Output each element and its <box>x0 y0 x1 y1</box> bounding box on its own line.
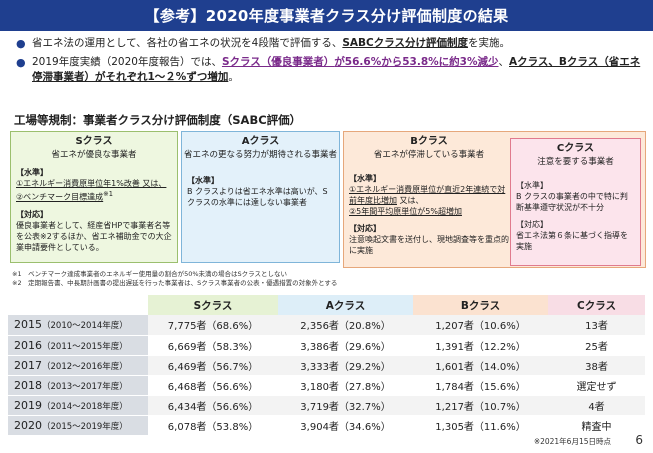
table-cell-year: 2016（2011～2015年度） <box>8 335 148 356</box>
table-row: 2015（2010～2014年度） 7,775者（68.6%） 2,356者（2… <box>8 315 645 336</box>
footnote-2: ※2 定期報告書、中長期計画書の提出遅延を行った事業者は、Sクラス事業者の公表・… <box>12 279 338 287</box>
table-cell: 6,078者（53.8%） <box>148 415 278 436</box>
table-cell: 4者 <box>548 395 645 416</box>
table-cell-year: 2015（2010～2014年度） <box>8 315 148 336</box>
panel-requirement: 【水準】 B クラスの事業者の中で特に判断基準遵守状況が不十分 <box>516 181 628 212</box>
table-header-row: Sクラス Aクラス Bクラス Cクラス <box>8 295 645 315</box>
table-cell: 精査中 <box>548 415 645 436</box>
table-cell-year: 2018（2013～2017年度） <box>8 375 148 396</box>
table-row: 2019（2014～2018年度） 6,434者（56.6%） 3,719者（3… <box>8 395 645 416</box>
bullet-dot-icon: ● <box>16 56 26 69</box>
table-cell-year: 2020（2015～2019年度） <box>8 415 148 436</box>
table-cell: 3,904者（34.6%） <box>278 415 413 436</box>
table-cell: 1,217者（10.7%） <box>413 395 548 416</box>
table-cell: 1,391者（12.2%） <box>413 335 548 356</box>
bullet-item: ● 省エネ法の運用として、各社の省エネの状況を4段階で評価する、SABCクラス分… <box>14 36 644 51</box>
table-header-year <box>8 295 148 315</box>
panel-description: 省エネが優良な事業者 <box>51 150 137 160</box>
table-cell-year: 2017（2012～2016年度） <box>8 355 148 376</box>
table-cell: 6,434者（56.6%） <box>148 395 278 416</box>
table-row: 2016（2011～2015年度） 6,669者（58.3%） 3,386者（2… <box>8 335 645 356</box>
bullet-list: ● 省エネ法の運用として、各社の省エネの状況を4段階で評価する、SABCクラス分… <box>14 36 644 89</box>
table-row: 2018（2013～2017年度） 6,468者（56.6%） 3,180者（2… <box>8 375 645 396</box>
table-cell: 13者 <box>548 315 645 336</box>
panel-requirement: 【水準】 B クラスよりは省エネ水準は高いが、Sクラスの水準には達しない事業者 <box>187 176 328 207</box>
panel-s-class: Sクラス 省エネが優良な事業者 【水準】 ①エネルギー消費原単位年1%改善 又は… <box>10 131 178 263</box>
table-header-s: Sクラス <box>148 295 278 315</box>
footnote-1: ※1 ベンチマーク達成事業者のエネルギー使用量の割合が50%未満の場合はSクラス… <box>12 270 288 278</box>
table-cell: 7,775者（68.6%） <box>148 315 278 336</box>
panel-heading: Aクラス <box>241 136 280 147</box>
date-footnote: ※2021年6月15日時点 <box>533 437 611 446</box>
panel-heading: Bクラス <box>410 136 448 147</box>
table-cell: 6,468者（56.6%） <box>148 375 278 396</box>
table-cell: 1,784者（15.6%） <box>413 375 548 396</box>
panel-requirement: 【水準】 ①エネルギー消費原単位が直近2年連続で対前年度比増加 又は、 ②5年間… <box>349 174 506 216</box>
table-cell: 3,333者（29.2%） <box>278 355 413 376</box>
table-row: 2017（2012～2016年度） 6,469者（56.7%） 3,333者（2… <box>8 355 645 376</box>
panel-requirement: 【水準】 ①エネルギー消費原単位年1%改善 又は、 ②ベンチマーク目標達成※1 <box>16 168 167 202</box>
panel-action: 【対応】 省エネ法第６条に基づく指導を実施 <box>516 220 628 251</box>
table-cell: 38者 <box>548 355 645 376</box>
table-cell: 1,305者（11.6%） <box>413 415 548 436</box>
table-cell: 1,207者（10.6%） <box>413 315 548 336</box>
footnotes: ※1 ベンチマーク達成事業者のエネルギー使用量の割合が50%未満の場合はSクラス… <box>12 270 337 288</box>
panel-heading: Sクラス <box>75 136 113 147</box>
table-header-a: Aクラス <box>278 295 413 315</box>
panel-heading: Cクラス <box>556 143 595 154</box>
panel-description: 注意を要する事業者 <box>537 157 614 167</box>
table-cell: 25者 <box>548 335 645 356</box>
table-cell: 2,356者（20.8%） <box>278 315 413 336</box>
panel-c-class: Cクラス 注意を要する事業者 【水準】 B クラスの事業者の中で特に判断基準遵守… <box>510 138 641 266</box>
table-row: 2020（2015～2019年度） 6,078者（53.8%） 3,904者（3… <box>8 415 645 436</box>
table-header-c: Cクラス <box>548 295 645 315</box>
bullet-text: 省エネ法の運用として、各社の省エネの状況を4段階で評価する、SABCクラス分け評… <box>32 37 511 49</box>
bullet-text: 2019年度実績（2020年度報告）では、Sクラス（優良事業者）が56.6%から… <box>32 56 641 83</box>
panel-description: 省エネが停滞している事業者 <box>373 150 485 160</box>
table-cell: 選定せず <box>548 375 645 396</box>
results-table: Sクラス Aクラス Bクラス Cクラス 2015（2010～2014年度） 7,… <box>8 295 645 436</box>
panel-description: 省エネの更なる努力が期待される事業者 <box>183 150 337 160</box>
table-cell: 6,469者（56.7%） <box>148 355 278 376</box>
panel-action: 【対応】 注意喚起文書を送付し、現地調査等を重点的に実施 <box>349 224 509 255</box>
table-cell: 3,386者（29.6%） <box>278 335 413 356</box>
bullet-item: ● 2019年度実績（2020年度報告）では、Sクラス（優良事業者）が56.6%… <box>14 55 644 85</box>
table-cell: 3,180者（27.8%） <box>278 375 413 396</box>
table-cell: 3,719者（32.7%） <box>278 395 413 416</box>
panel-action: 【対応】 優良事業者として、経産省HPで事業者名等を公表※2するほか、省エネ補助… <box>16 209 172 252</box>
sabc-section-title: 工場等規制：事業者クラス分け評価制度（SABC評価） <box>14 113 302 127</box>
table-cell: 6,669者（58.3%） <box>148 335 278 356</box>
table-cell: 1,601者（14.0%） <box>413 355 548 376</box>
bullet-dot-icon: ● <box>16 37 26 50</box>
page-number: 6 <box>635 433 643 447</box>
panel-a-class: Aクラス 省エネの更なる努力が期待される事業者 【水準】 B クラスよりは省エネ… <box>181 131 340 263</box>
table-header-b: Bクラス <box>413 295 548 315</box>
slide-title: 【参考】2020年度事業者クラス分け評価制度の結果 <box>0 0 653 31</box>
table-cell-year: 2019（2014～2018年度） <box>8 395 148 416</box>
